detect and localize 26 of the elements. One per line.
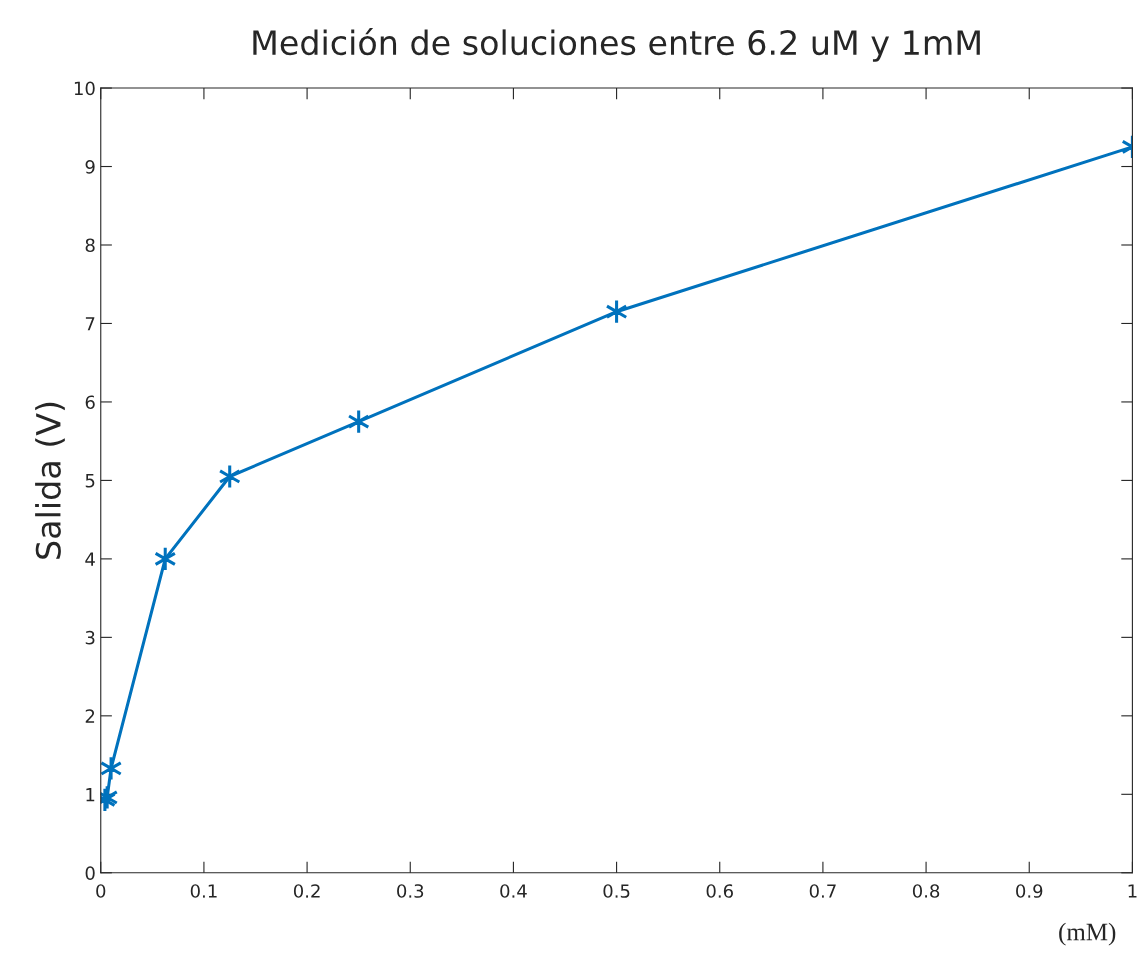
x-tick-label: 1 — [1128, 884, 1137, 898]
x-tick-label: 0.4 — [500, 884, 527, 898]
y-tick-label: 10 — [74, 81, 95, 96]
x-tick-label: 0.7 — [809, 884, 836, 898]
x-tick-label: 0.2 — [293, 884, 320, 898]
y-tick-label: 8 — [85, 238, 95, 253]
y-tick-label: 7 — [85, 317, 95, 331]
y-tick-label: 2 — [85, 709, 95, 723]
y-tick-label: 1 — [86, 788, 95, 802]
x-tick-label: 0.3 — [397, 884, 424, 898]
x-tick-label: 0.6 — [706, 884, 733, 898]
x-tick-label: 0.8 — [912, 884, 940, 898]
x-tick-label: 0 — [96, 884, 106, 898]
x-tick-label: 0.9 — [1016, 884, 1043, 898]
y-tick-label: 5 — [85, 474, 95, 488]
y-tick-label: 6 — [85, 395, 95, 410]
y-tick-label: 4 — [85, 552, 95, 566]
point — [100, 755, 123, 782]
y-axis-title: Salida (V) — [35, 402, 65, 559]
text: (mM) — [1059, 922, 1116, 946]
y-tick-label: 9 — [85, 159, 95, 174]
x-tick-label: 0.5 — [603, 884, 630, 898]
x-tick-label: 0.1 — [190, 884, 217, 898]
y-tick-label: 0 — [85, 866, 95, 880]
y-tick-label: 3 — [85, 630, 95, 645]
chart-title: Medición de soluciones entre 6.2 uM y 1mM — [253, 28, 980, 62]
